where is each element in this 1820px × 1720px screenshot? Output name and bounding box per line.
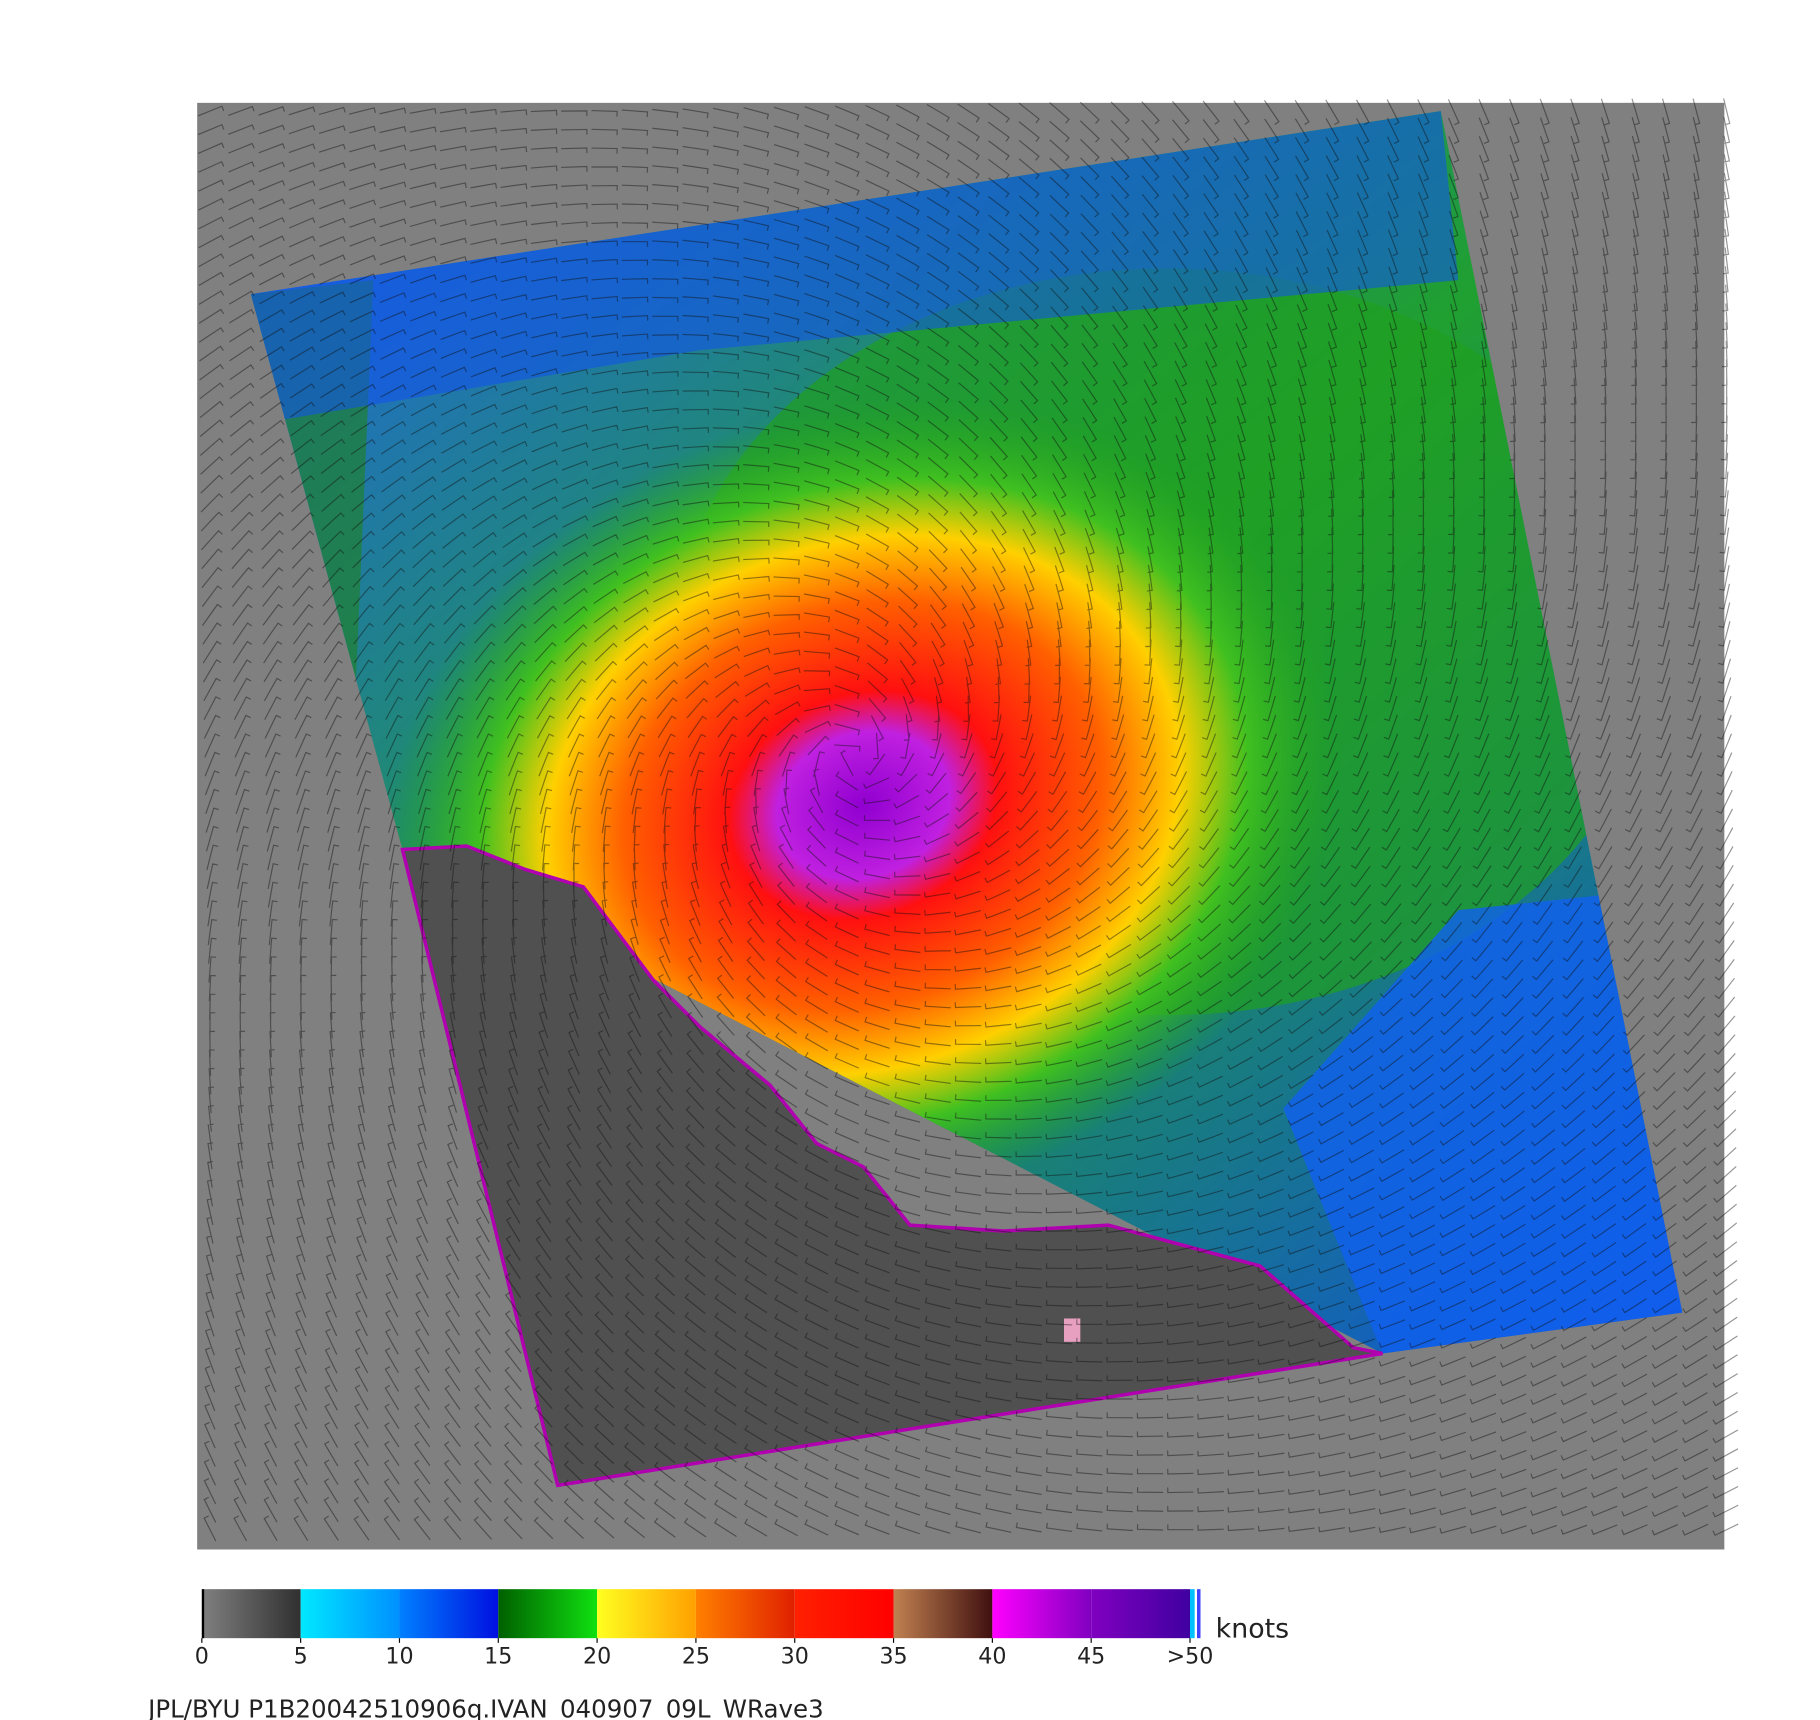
wind-field bbox=[250, 110, 1683, 1354]
colorbar-edge bbox=[1190, 1589, 1195, 1639]
colorbar-band bbox=[300, 1589, 400, 1639]
colorbar-band bbox=[794, 1589, 894, 1639]
colorbar-tick-label: >50 bbox=[1167, 1643, 1214, 1669]
colorbar-band bbox=[992, 1589, 1092, 1639]
island bbox=[1064, 1318, 1081, 1342]
colorbar-tick-label: 30 bbox=[781, 1643, 809, 1669]
colorbar-band bbox=[597, 1589, 696, 1639]
colorbar-tick-label: 35 bbox=[879, 1643, 907, 1669]
colorbar-band bbox=[399, 1589, 499, 1639]
colorbar-tick-label: 15 bbox=[484, 1643, 512, 1669]
colorbar-tick-label: 20 bbox=[583, 1643, 611, 1669]
barb-lines bbox=[197, 98, 1739, 1542]
colorbar-tick-label: 5 bbox=[294, 1643, 308, 1669]
colorbar-tick-label: 10 bbox=[385, 1643, 413, 1669]
colorbar-tick-label: 25 bbox=[682, 1643, 710, 1669]
map bbox=[197, 98, 1739, 1550]
colorbar-band bbox=[893, 1589, 993, 1639]
land bbox=[400, 844, 1383, 1488]
colorbar-tick-label: 45 bbox=[1077, 1643, 1105, 1669]
field-west bbox=[250, 280, 403, 850]
colorbar-tick-label: 0 bbox=[195, 1643, 209, 1669]
colorbar-tick-label: 40 bbox=[978, 1643, 1006, 1669]
colorbar-band bbox=[695, 1589, 795, 1639]
field-blue-north bbox=[250, 110, 1459, 421]
colorbar-band bbox=[1091, 1589, 1190, 1639]
wind-barbs bbox=[197, 98, 1739, 1542]
field-blue-east bbox=[1283, 886, 1683, 1354]
colorbar-band bbox=[201, 1589, 301, 1639]
footer: JPL/BYU P1B20042510906q.IVAN_040907_09L_… bbox=[146, 1694, 824, 1720]
colorbar-edge bbox=[1197, 1589, 1201, 1639]
colorbar-edge bbox=[201, 1589, 205, 1639]
colorbar-unit: knots bbox=[1216, 1613, 1289, 1644]
colorbar-band bbox=[498, 1589, 598, 1639]
